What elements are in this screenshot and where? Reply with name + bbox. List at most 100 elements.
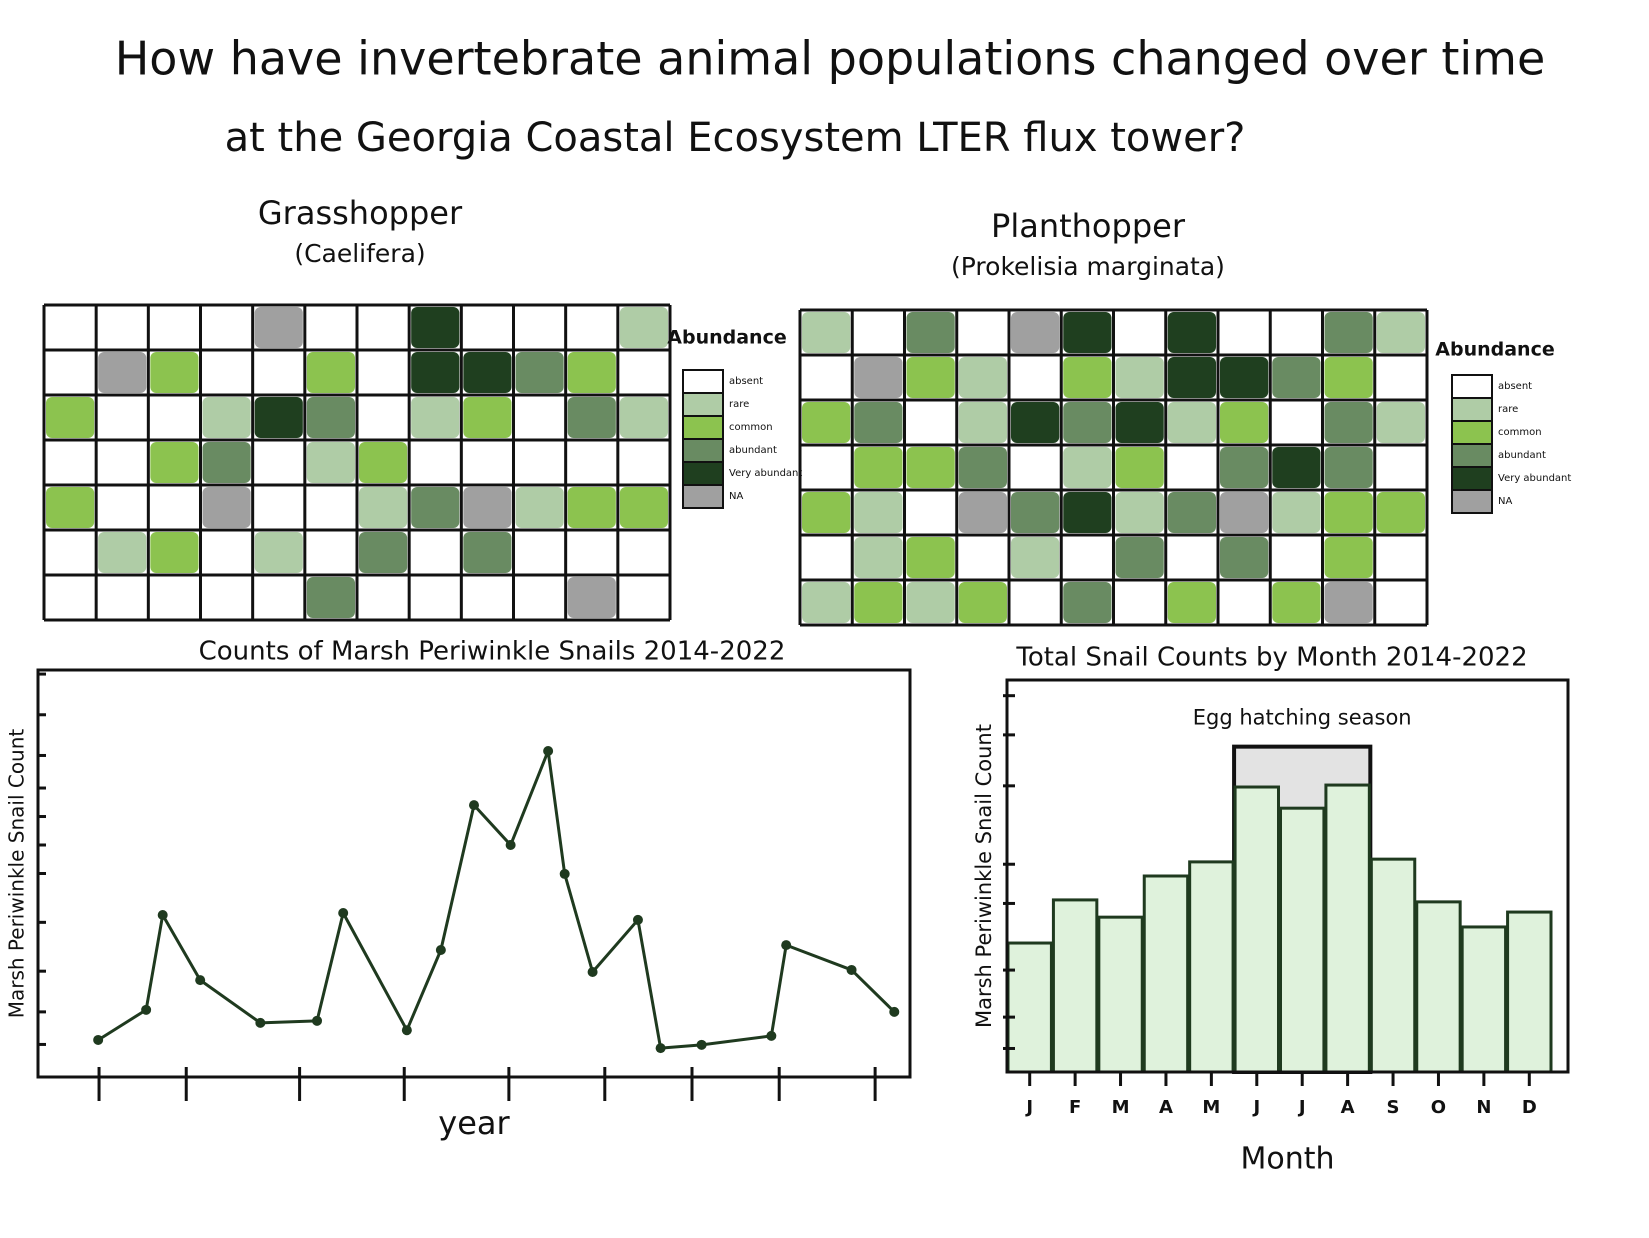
heatmap-cell [515,397,564,438]
bar [1415,900,1462,1074]
line [97,749,896,1050]
heatmap-cell [359,577,408,618]
bar [1279,806,1326,1074]
legend-label: NA [1498,496,1512,507]
heatmap-cell [567,487,616,528]
heatmap-cell [1011,312,1060,353]
legend-swatch [1451,374,1493,399]
heatmap-cell [1376,402,1425,443]
point [401,1025,412,1036]
legend-label: absent [1498,381,1532,392]
heatmap-cell [1324,447,1373,488]
legend-label: common [729,422,773,433]
legend-swatch [682,369,724,394]
point [312,1015,323,1026]
legend-swatch [682,392,724,417]
heatmap-cell [98,352,147,393]
heatmap-cell [1167,402,1216,443]
heatmap-cell [1115,582,1164,623]
heatmap-cell [1324,582,1373,623]
heatmap-cell [619,307,668,348]
heatmap-cell [463,397,512,438]
heatmap-cell [906,402,955,443]
heatmap-cell [463,487,512,528]
heatmap-cell [958,492,1007,533]
legend-label: abundant [1498,450,1546,461]
legend-swatch [1451,420,1493,445]
heatmap-cell [802,492,851,533]
heatmap-cell [411,352,460,393]
heatmap-cell [463,352,512,393]
bar [1506,910,1553,1074]
heatmap-cell [306,442,355,483]
legend-swatch [682,415,724,440]
heatmap-cell [1167,447,1216,488]
bar [1051,898,1099,1074]
heatmap-cell [619,487,668,528]
heatmap-cell [1115,537,1164,578]
point [93,1034,104,1045]
heatmap-cell [98,307,147,348]
legend-swatch [1451,443,1493,468]
x-tick-label: F [1069,1097,1081,1118]
heatmap-cell [1115,492,1164,533]
heatmap-cell [46,487,95,528]
heatmap-cell [98,577,147,618]
point [505,840,516,851]
x-axis-label: Month [1240,1142,1334,1177]
legend-swatch [682,438,724,463]
heatmap-cell [254,487,303,528]
heatmap-cell [1167,537,1216,578]
heatmap-cell [202,532,251,573]
heatmap-cell [306,352,355,393]
chart-subtitle: (Caelifera) [294,239,425,268]
heatmap-cell [202,352,251,393]
heatmap-cell [906,582,955,623]
heatmap-cell [1220,582,1269,623]
point [195,975,206,986]
heatmap-cell [46,577,95,618]
heatmap-cell [254,397,303,438]
heatmap-cell [567,532,616,573]
point [587,966,598,977]
heatmap-cell [619,577,668,618]
heatmap-cell [1324,537,1373,578]
point [559,868,570,879]
heatmap-cell [150,352,199,393]
bar [1324,783,1371,1074]
heatmap-cell [619,442,668,483]
bar [1369,857,1417,1074]
heatmap-cell [802,402,851,443]
heatmap-cell [515,307,564,348]
heatmap-cell [567,307,616,348]
heatmap-cell [463,307,512,348]
plot-frame [36,668,912,1079]
heatmap-cell [854,312,903,353]
heatmap-cell [1220,357,1269,398]
heatmap-cell [1011,582,1060,623]
heatmap-cell [150,577,199,618]
point [766,1030,777,1041]
bar [1142,874,1190,1074]
x-tick-label: J [1024,1097,1033,1118]
heatmap-cell [1115,357,1164,398]
heatmap-cell [463,532,512,573]
heatmap-cell [202,487,251,528]
heatmap-cell [359,352,408,393]
legend-label: abundant [729,445,777,456]
heatmap-cell [98,532,147,573]
x-tick-label: J [1251,1097,1260,1118]
legend-swatch [682,461,724,486]
x-tick-label: A [1159,1097,1173,1118]
heatmap-cell [411,577,460,618]
point [696,1039,707,1050]
legend-swatch [1451,466,1493,491]
heatmap-cell [515,577,564,618]
point [632,914,643,925]
y-axis-label: Marsh Periwinkle Snail Count [5,729,29,1019]
heatmap-cell [567,442,616,483]
legend-label: common [1498,427,1542,438]
heatmap-cell [98,442,147,483]
heatmap-cell [1376,312,1425,353]
